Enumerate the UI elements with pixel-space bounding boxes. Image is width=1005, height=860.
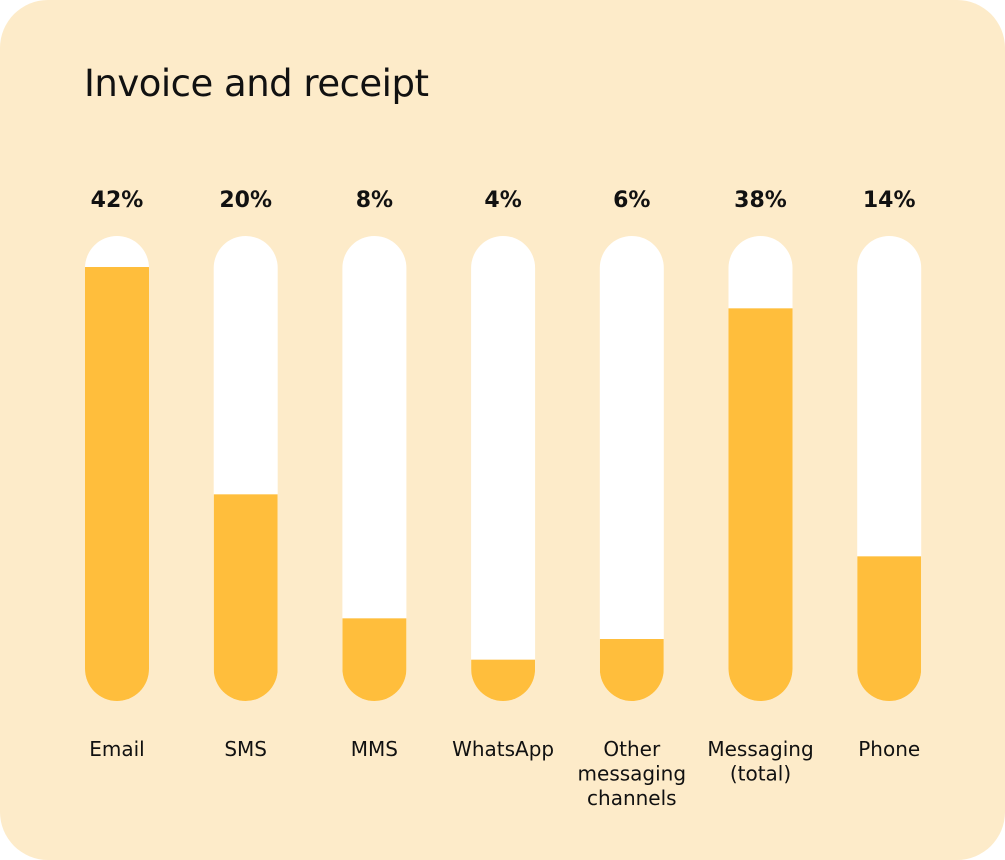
value-label-email: 42% (91, 188, 144, 213)
value-label-other-messaging-channels: 6% (613, 188, 650, 213)
bar-sms (213, 494, 278, 701)
bar-track-mms (342, 236, 407, 701)
category-label-messaging-total: Messaging (total) (707, 737, 813, 786)
bar-other-messaging-channels (599, 639, 664, 701)
category-label-sms: SMS (224, 737, 267, 761)
value-label-messaging-total: 38% (734, 188, 787, 213)
bar-track-whatsapp (471, 236, 536, 701)
bar-phone (857, 556, 922, 701)
category-label-phone: Phone (858, 737, 920, 761)
bar-track-other-messaging-channels (599, 236, 664, 701)
bar-messaging-total (728, 308, 793, 701)
category-label-whatsapp: WhatsApp (452, 737, 554, 761)
value-label-mms: 8% (356, 188, 393, 213)
bar-whatsapp (471, 659, 536, 701)
value-label-phone: 14% (863, 188, 916, 213)
category-label-email: Email (89, 737, 145, 761)
bar-email (85, 267, 149, 701)
value-label-sms: 20% (219, 188, 272, 213)
chart-title: Invoice and receipt (84, 62, 429, 105)
category-label-mms: MMS (351, 737, 398, 761)
value-label-whatsapp: 4% (484, 188, 521, 213)
bar-mms (342, 618, 407, 701)
category-label-other-messaging-channels: Other messaging channels (578, 737, 687, 810)
